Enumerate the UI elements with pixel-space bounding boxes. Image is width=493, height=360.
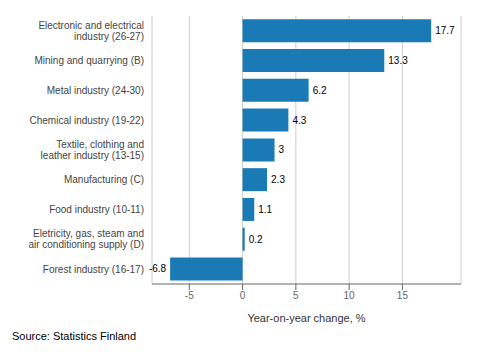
svg-text:Chemical industry (19-22): Chemical industry (19-22) bbox=[30, 115, 145, 126]
svg-text:13.3: 13.3 bbox=[388, 55, 408, 66]
svg-text:Textile, clothing andleather i: Textile, clothing andleather industry (1… bbox=[41, 139, 144, 161]
svg-text:Electronic and electricalindus: Electronic and electricalindustry (26-27… bbox=[38, 20, 144, 42]
svg-text:2.3: 2.3 bbox=[271, 174, 285, 185]
html-text:Source: Statistics Finland: Source: Statistics Finland bbox=[12, 330, 137, 342]
svg-text:-6.8: -6.8 bbox=[149, 263, 167, 274]
svg-text:0: 0 bbox=[240, 290, 246, 301]
svg-text:Metal industry (24-30): Metal industry (24-30) bbox=[47, 85, 144, 96]
svg-text:0.2: 0.2 bbox=[249, 234, 263, 245]
svg-text:5: 5 bbox=[293, 290, 299, 301]
svg-text:Forest industry (16-17): Forest industry (16-17) bbox=[43, 264, 144, 275]
svg-text:-5: -5 bbox=[185, 290, 194, 301]
svg-text:1.1: 1.1 bbox=[258, 204, 272, 215]
svg-text:15: 15 bbox=[397, 290, 409, 301]
svg-text:Food industry (10-11): Food industry (10-11) bbox=[49, 204, 144, 215]
svg-text:10: 10 bbox=[344, 290, 356, 301]
svg-text:Mining and quarrying (B): Mining and quarrying (B) bbox=[35, 55, 145, 66]
svg-text:Year-on-year change, %: Year-on-year change, % bbox=[247, 312, 365, 324]
svg-text:Eletricity, gas, steam andair: Eletricity, gas, steam andair conditioni… bbox=[28, 228, 144, 250]
svg-text:17.7: 17.7 bbox=[435, 25, 455, 36]
svg-text:Manufacturing (C): Manufacturing (C) bbox=[64, 174, 144, 185]
svg-text:6.2: 6.2 bbox=[313, 85, 327, 96]
svg-text:3: 3 bbox=[279, 144, 285, 155]
svg-text:4.3: 4.3 bbox=[292, 115, 306, 126]
